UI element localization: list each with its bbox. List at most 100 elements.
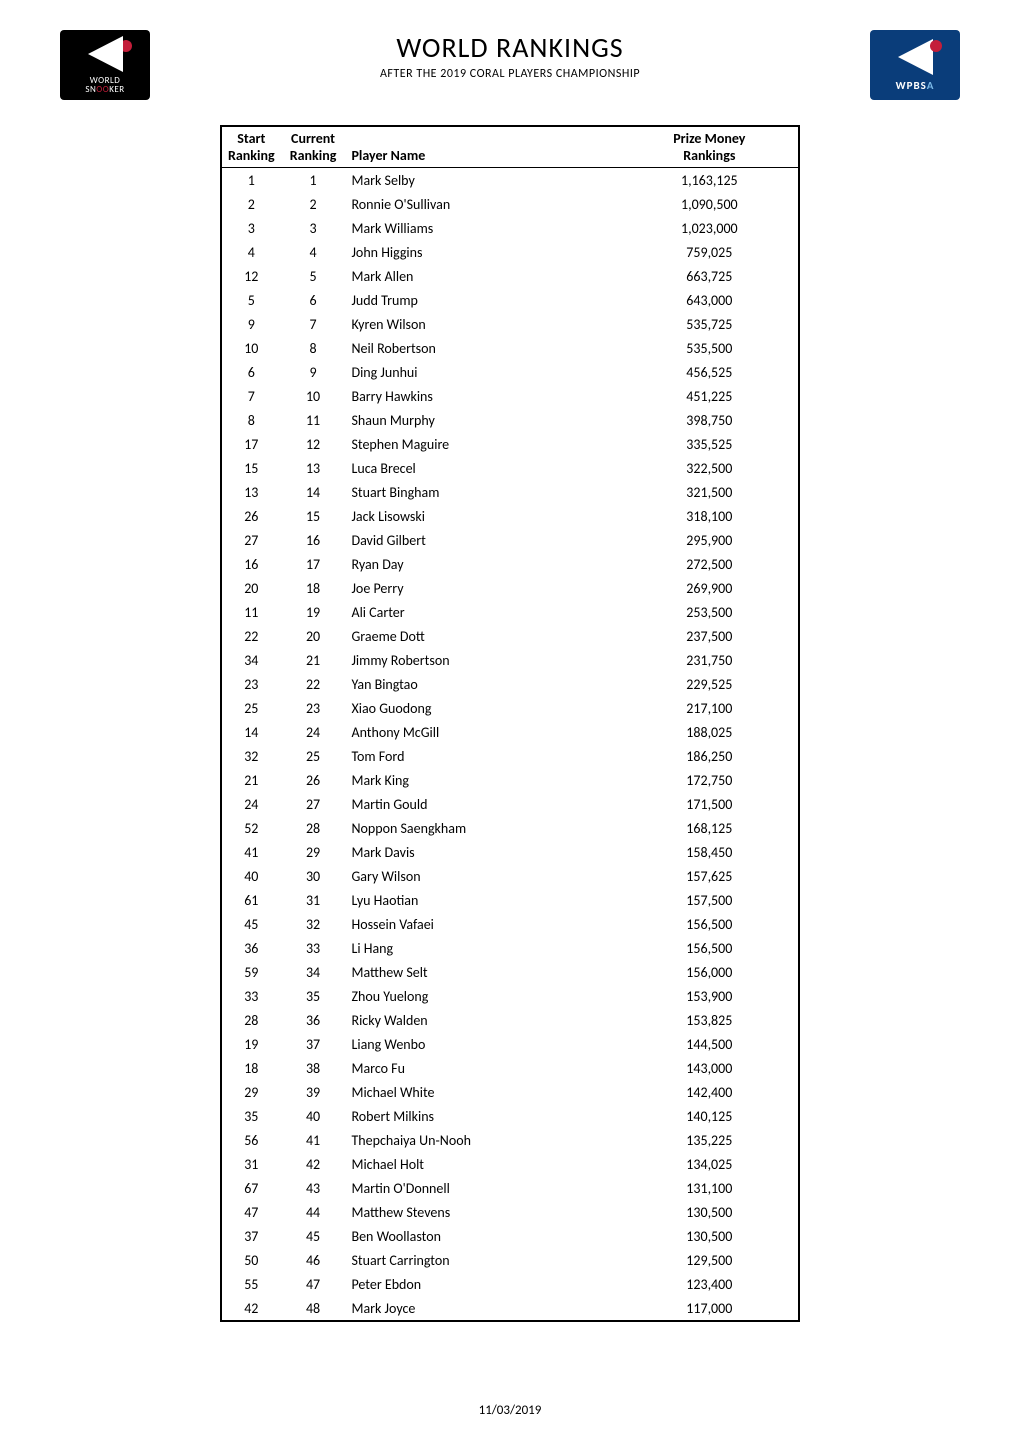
title-block: WORLD RANKINGS AFTER THE 2019 CORAL PLAY… [150, 30, 870, 81]
logo-right-label: WPBSA [896, 79, 935, 92]
cell-start-ranking: 67 [222, 1176, 281, 1200]
cell-prize-money: 157,625 [621, 864, 798, 888]
cell-current-ranking: 27 [281, 792, 346, 816]
cell-start-ranking: 42 [222, 1296, 281, 1320]
cell-player-name: Ben Woollaston [345, 1224, 620, 1248]
cell-player-name: Xiao Guodong [345, 696, 620, 720]
cell-prize-money: 135,225 [621, 1128, 798, 1152]
cell-current-ranking: 42 [281, 1152, 346, 1176]
cell-prize-money: 134,025 [621, 1152, 798, 1176]
cell-current-ranking: 13 [281, 456, 346, 480]
cell-prize-money: 1,090,500 [621, 192, 798, 216]
cell-start-ranking: 25 [222, 696, 281, 720]
cell-current-ranking: 7 [281, 312, 346, 336]
cell-current-ranking: 34 [281, 960, 346, 984]
table-row: 1513Luca Brecel322,500 [222, 456, 798, 480]
cell-current-ranking: 25 [281, 744, 346, 768]
cell-current-ranking: 1 [281, 168, 346, 193]
cell-start-ranking: 40 [222, 864, 281, 888]
cell-start-ranking: 2 [222, 192, 281, 216]
table-row: 56Judd Trump643,000 [222, 288, 798, 312]
cell-prize-money: 140,125 [621, 1104, 798, 1128]
cell-player-name: Kyren Wilson [345, 312, 620, 336]
cell-start-ranking: 14 [222, 720, 281, 744]
cell-prize-money: 143,000 [621, 1056, 798, 1080]
cell-start-ranking: 59 [222, 960, 281, 984]
cell-current-ranking: 19 [281, 600, 346, 624]
cell-current-ranking: 2 [281, 192, 346, 216]
cell-player-name: Stuart Bingham [345, 480, 620, 504]
cell-current-ranking: 12 [281, 432, 346, 456]
table-row: 97Kyren Wilson535,725 [222, 312, 798, 336]
cell-start-ranking: 8 [222, 408, 281, 432]
cell-player-name: Luca Brecel [345, 456, 620, 480]
cell-player-name: Matthew Stevens [345, 1200, 620, 1224]
table-row: 5046Stuart Carrington129,500 [222, 1248, 798, 1272]
cell-current-ranking: 23 [281, 696, 346, 720]
logo-arrow-icon [88, 36, 123, 72]
logo-left-label: WORLD SNOOKER [85, 76, 124, 94]
cell-start-ranking: 3 [222, 216, 281, 240]
cell-current-ranking: 43 [281, 1176, 346, 1200]
cell-prize-money: 321,500 [621, 480, 798, 504]
cell-player-name: Mark Selby [345, 168, 620, 193]
cell-prize-money: 157,500 [621, 888, 798, 912]
table-row: 1937Liang Wenbo144,500 [222, 1032, 798, 1056]
col-header-current: Current Ranking [281, 127, 346, 168]
cell-prize-money: 318,100 [621, 504, 798, 528]
cell-prize-money: 253,500 [621, 600, 798, 624]
cell-start-ranking: 55 [222, 1272, 281, 1296]
header-current-line2: Ranking [287, 147, 340, 164]
cell-current-ranking: 8 [281, 336, 346, 360]
table-row: 1119Ali Carter253,500 [222, 600, 798, 624]
cell-player-name: Mark Williams [345, 216, 620, 240]
cell-current-ranking: 4 [281, 240, 346, 264]
cell-player-name: Noppon Saengkham [345, 816, 620, 840]
cell-player-name: Michael Holt [345, 1152, 620, 1176]
cell-current-ranking: 14 [281, 480, 346, 504]
cell-current-ranking: 35 [281, 984, 346, 1008]
cell-prize-money: 451,225 [621, 384, 798, 408]
cell-start-ranking: 45 [222, 912, 281, 936]
header-prize-line1: Prize Money [627, 130, 792, 147]
cell-prize-money: 1,163,125 [621, 168, 798, 193]
cell-player-name: David Gilbert [345, 528, 620, 552]
table-row: 4248Mark Joyce117,000 [222, 1296, 798, 1320]
world-snooker-logo: WORLD SNOOKER [60, 30, 150, 100]
table-row: 2615Jack Lisowski318,100 [222, 504, 798, 528]
cell-current-ranking: 9 [281, 360, 346, 384]
cell-start-ranking: 50 [222, 1248, 281, 1272]
table-row: 2322Yan Bingtao229,525 [222, 672, 798, 696]
cell-player-name: Ricky Walden [345, 1008, 620, 1032]
cell-current-ranking: 39 [281, 1080, 346, 1104]
cell-player-name: Liang Wenbo [345, 1032, 620, 1056]
cell-player-name: Barry Hawkins [345, 384, 620, 408]
cell-prize-money: 171,500 [621, 792, 798, 816]
cell-player-name: Anthony McGill [345, 720, 620, 744]
cell-prize-money: 295,900 [621, 528, 798, 552]
cell-player-name: Matthew Selt [345, 960, 620, 984]
table-row: 710Barry Hawkins451,225 [222, 384, 798, 408]
col-header-prize: Prize Money Rankings [621, 127, 798, 168]
wpbsa-logo: WPBSA [870, 30, 960, 100]
cell-start-ranking: 26 [222, 504, 281, 528]
table-row: 811Shaun Murphy398,750 [222, 408, 798, 432]
cell-prize-money: 535,500 [621, 336, 798, 360]
table-row: 3421Jimmy Robertson231,750 [222, 648, 798, 672]
cell-current-ranking: 31 [281, 888, 346, 912]
cell-player-name: Marco Fu [345, 1056, 620, 1080]
cell-prize-money: 1,023,000 [621, 216, 798, 240]
header-start-line1: Start [228, 130, 275, 147]
table-row: 6743Martin O'Donnell131,100 [222, 1176, 798, 1200]
cell-prize-money: 117,000 [621, 1296, 798, 1320]
col-header-player: Player Name [345, 127, 620, 168]
cell-player-name: Peter Ebdon [345, 1272, 620, 1296]
cell-current-ranking: 10 [281, 384, 346, 408]
cell-prize-money: 172,750 [621, 768, 798, 792]
cell-prize-money: 156,000 [621, 960, 798, 984]
cell-current-ranking: 15 [281, 504, 346, 528]
table-row: 2427Martin Gould171,500 [222, 792, 798, 816]
cell-player-name: Mark Davis [345, 840, 620, 864]
cell-start-ranking: 4 [222, 240, 281, 264]
cell-prize-money: 153,900 [621, 984, 798, 1008]
